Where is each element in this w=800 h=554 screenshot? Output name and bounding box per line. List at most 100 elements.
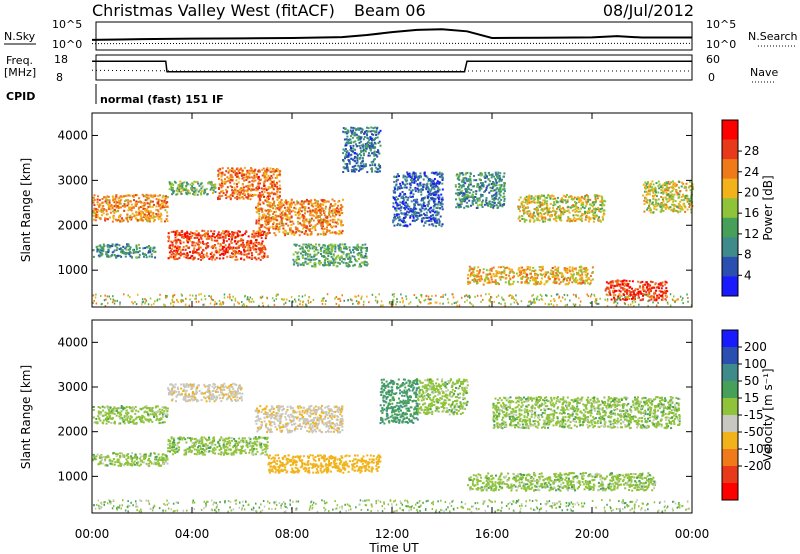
power-echo (476, 282, 478, 285)
power-echo (264, 248, 267, 251)
power-echo (272, 213, 275, 215)
power-echo (218, 236, 221, 239)
power-echo (222, 249, 225, 252)
power-echo (319, 210, 322, 213)
power-echo (508, 283, 511, 286)
power-echo (551, 267, 554, 269)
noise-frame (95, 21, 693, 51)
power-echo (266, 232, 269, 235)
power-echo (626, 282, 629, 285)
power-echo (127, 248, 130, 251)
power-echo (244, 253, 247, 256)
power-echo (138, 253, 141, 256)
power-echo (418, 214, 421, 217)
power-echo (270, 219, 273, 222)
power-echo (143, 213, 146, 216)
power-echo (409, 192, 412, 195)
power-echo (598, 210, 601, 213)
power-echo (144, 218, 147, 221)
power-echo (253, 244, 256, 247)
power-echo (421, 207, 424, 210)
power-echo (403, 219, 405, 222)
power-echo (563, 208, 566, 211)
power-echo (306, 220, 309, 223)
power-echo (178, 190, 180, 193)
power-echo (532, 276, 535, 279)
power-echo (630, 294, 633, 296)
power-echo (223, 182, 226, 185)
power-echo (340, 224, 343, 227)
power-echo (605, 293, 608, 296)
power-echo (664, 289, 667, 292)
power-echo (651, 180, 654, 183)
power-echo (257, 241, 260, 244)
power-echo (145, 193, 148, 196)
power-echo (536, 209, 539, 212)
power-echo (503, 195, 506, 198)
power-echo (314, 229, 317, 232)
power-echo (258, 226, 261, 229)
power-echo (520, 281, 523, 284)
power-echo (559, 216, 562, 219)
power-echo (274, 234, 277, 237)
power-echo (595, 194, 598, 196)
power-echo (253, 248, 255, 251)
power-echo (260, 244, 263, 247)
power-echo (423, 212, 425, 215)
power-echo (408, 205, 411, 208)
power-echo (127, 194, 130, 197)
power-echo (274, 218, 277, 221)
power-echo (613, 299, 616, 302)
power-echo (136, 214, 138, 217)
power-echo (201, 257, 204, 260)
power-echo (674, 209, 677, 212)
power-echo (686, 208, 689, 211)
power-echo (314, 202, 317, 205)
power-echo (621, 287, 624, 289)
power-echo (105, 209, 108, 212)
power-echo (321, 246, 324, 249)
power-echo (320, 225, 323, 227)
power-echo (247, 184, 250, 187)
power-echo (280, 199, 283, 201)
power-echo (411, 173, 414, 176)
power-echo (461, 179, 464, 182)
power-echo (490, 183, 493, 185)
power-echo (174, 245, 177, 248)
power-echo (462, 177, 465, 180)
power-echo (119, 213, 122, 216)
power-echo (440, 193, 443, 196)
power-echo (395, 184, 398, 187)
power-echo (243, 249, 245, 252)
power-echo (304, 253, 307, 256)
power-echo (231, 193, 234, 196)
power-echo (203, 232, 206, 235)
power-echo (241, 171, 243, 174)
power-echo (532, 199, 535, 202)
power-echo (401, 201, 404, 204)
power-echo (244, 232, 247, 235)
power-echo (678, 193, 681, 196)
power-echo (148, 214, 151, 217)
power-echo (280, 202, 283, 205)
power-echo (493, 189, 496, 192)
power-echo (341, 224, 344, 227)
power-echo (548, 195, 551, 198)
power-echo (478, 270, 481, 273)
power-echo (135, 210, 138, 213)
power-echo (307, 228, 310, 231)
power-echo (458, 206, 461, 209)
power-echo (310, 199, 313, 202)
power-echo (312, 219, 315, 222)
power-echo (643, 199, 646, 202)
power-echo (546, 213, 549, 216)
power-echo (326, 226, 328, 229)
power-echo (276, 190, 279, 193)
power-echo (336, 210, 339, 213)
power-echo (271, 204, 274, 207)
power-echo (482, 185, 485, 188)
power-echo (565, 283, 568, 285)
power-echo (303, 249, 306, 252)
power-echo (665, 205, 668, 208)
power-echo (131, 195, 134, 197)
